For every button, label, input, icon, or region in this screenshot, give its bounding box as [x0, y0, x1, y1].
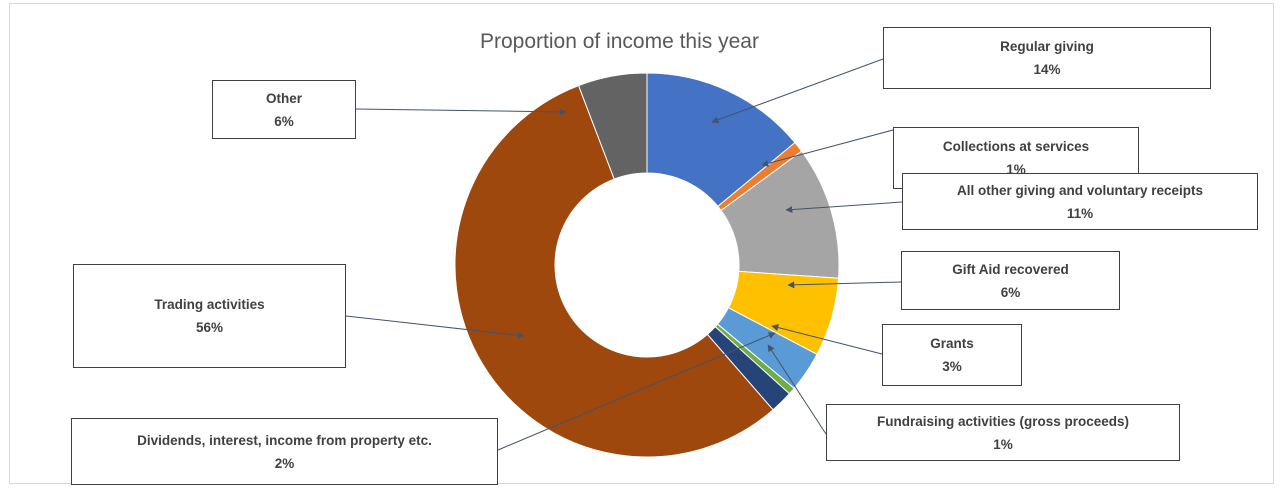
leader-line-regular-giving	[711, 58, 884, 124]
callout-value: 6%	[1000, 284, 1021, 300]
callout-label: Dividends, interest, income from propert…	[137, 432, 432, 448]
callout-label: Other	[265, 90, 302, 106]
callout-label: Regular giving	[1000, 39, 1094, 54]
callout-fundraising-activities-gross-proceeds: Fundraising activities (gross proceeds) 1…	[826, 404, 1180, 461]
leader-line-all-other-giving-and-voluntary-receipts	[785, 201, 903, 214]
callout-value: 3%	[942, 359, 962, 374]
callout-dividends-interest-income-from-property-etc: Dividends, interest, income from propert…	[71, 418, 498, 485]
callout-label: Grants	[930, 336, 974, 351]
callout-trading-activities: Trading activities 56%	[73, 264, 346, 368]
slice-other	[577, 72, 648, 180]
leader-line-grants	[771, 324, 883, 355]
callout-regular-giving: Regular giving 14%	[883, 27, 1211, 89]
callout-value: 56%	[195, 320, 224, 335]
chart-title: Proportion of income this year	[480, 30, 759, 53]
callout-gift-aid-recovered: Gift Aid recovered 6%	[901, 251, 1120, 310]
callout-value: 1%	[993, 436, 1013, 452]
slice-trading-activities	[454, 84, 774, 458]
leader-line-gift-aid-recovered	[787, 281, 902, 289]
callout-all-other-giving-and-voluntary-receipts: All other giving and voluntary receipts 1…	[902, 173, 1258, 230]
callout-value: 11%	[1066, 205, 1094, 221]
callout-label: All other giving and voluntary receipts	[956, 182, 1204, 198]
leader-line-collections-at-services	[761, 129, 894, 167]
callout-grants: Grants 3%	[882, 324, 1022, 386]
callout-label: Trading activities	[154, 297, 265, 312]
leader-line-trading-activities	[345, 315, 525, 339]
callout-label: Fundraising activities (gross proceeds)	[876, 413, 1130, 429]
callout-value: 14%	[1033, 62, 1061, 77]
callout-other: Other 6%	[212, 80, 356, 139]
leader-line-dividends-interest-income-from-property-etc	[497, 332, 776, 451]
callout-label: Collections at services	[942, 139, 1090, 154]
callout-value: 6%	[274, 113, 294, 129]
callout-value: 2%	[274, 455, 295, 471]
leader-line-other	[355, 108, 567, 116]
leader-line-fundraising-activities-gross-proceeds	[767, 344, 827, 435]
callout-label: Gift Aid recovered	[952, 261, 1069, 277]
